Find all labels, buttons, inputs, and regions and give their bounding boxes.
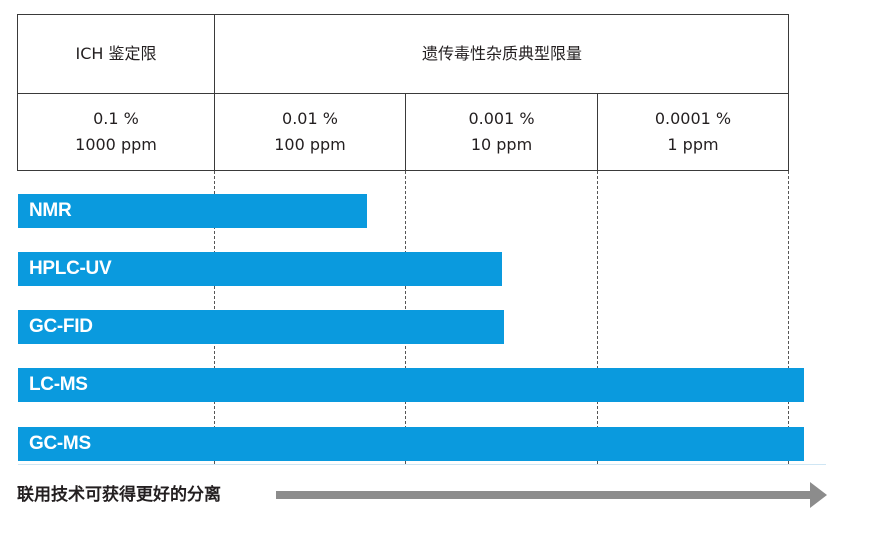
technique-label: LC-MS — [29, 374, 88, 395]
limit-percent: 0.001 % — [468, 109, 535, 128]
limits-table: ICH 鉴定限 遗传毒性杂质典型限量 0.1 % 1000 ppm 0.01 %… — [17, 14, 789, 171]
limit-cell: 0.01 % 100 ppm — [215, 94, 405, 170]
technique-bar-gc-ms: GC-MS — [18, 427, 804, 461]
technique-label: HPLC-UV — [29, 258, 112, 279]
table-column-divider — [405, 93, 406, 170]
separation-note: 联用技术可获得更好的分离 — [17, 485, 221, 505]
limit-percent: 0.01 % — [282, 109, 338, 128]
header-genotoxic-limits-text: 遗传毒性杂质典型限量 — [421, 44, 582, 63]
limit-cell: 0.001 % 10 ppm — [406, 94, 597, 170]
technique-bar-lc-ms: LC-MS — [18, 368, 804, 402]
table-column-divider — [214, 15, 215, 170]
technique-bar-gc-fid: GC-FID — [18, 310, 504, 344]
header-ich-limit: ICH 鉴定限 — [18, 15, 214, 93]
right-arrow-icon — [276, 482, 827, 508]
limit-cell: 0.0001 % 1 ppm — [598, 94, 788, 170]
technique-label: NMR — [29, 200, 72, 221]
header-genotoxic-limits: 遗传毒性杂质典型限量 — [215, 15, 789, 93]
limit-ppm: 1 ppm — [667, 135, 719, 154]
limit-percent: 0.0001 % — [654, 109, 732, 128]
limit-ppm: 1000 ppm — [75, 135, 157, 154]
technique-bar-hplc-uv: HPLC-UV — [18, 252, 502, 286]
guide-line — [788, 171, 789, 464]
limit-ppm: 100 ppm — [274, 135, 346, 154]
technique-label: GC-MS — [29, 433, 91, 454]
limit-cell: 0.1 % 1000 ppm — [18, 94, 214, 170]
table-column-divider — [597, 93, 598, 170]
header-ich-limit-text: ICH 鉴定限 — [75, 44, 157, 63]
baseline-divider — [18, 464, 826, 465]
table-row-divider — [18, 93, 788, 94]
limit-percent: 0.1 % — [93, 109, 139, 128]
technique-label: GC-FID — [29, 316, 93, 337]
guide-line — [597, 171, 598, 464]
limit-ppm: 10 ppm — [470, 135, 533, 154]
technique-bar-nmr: NMR — [18, 194, 367, 228]
